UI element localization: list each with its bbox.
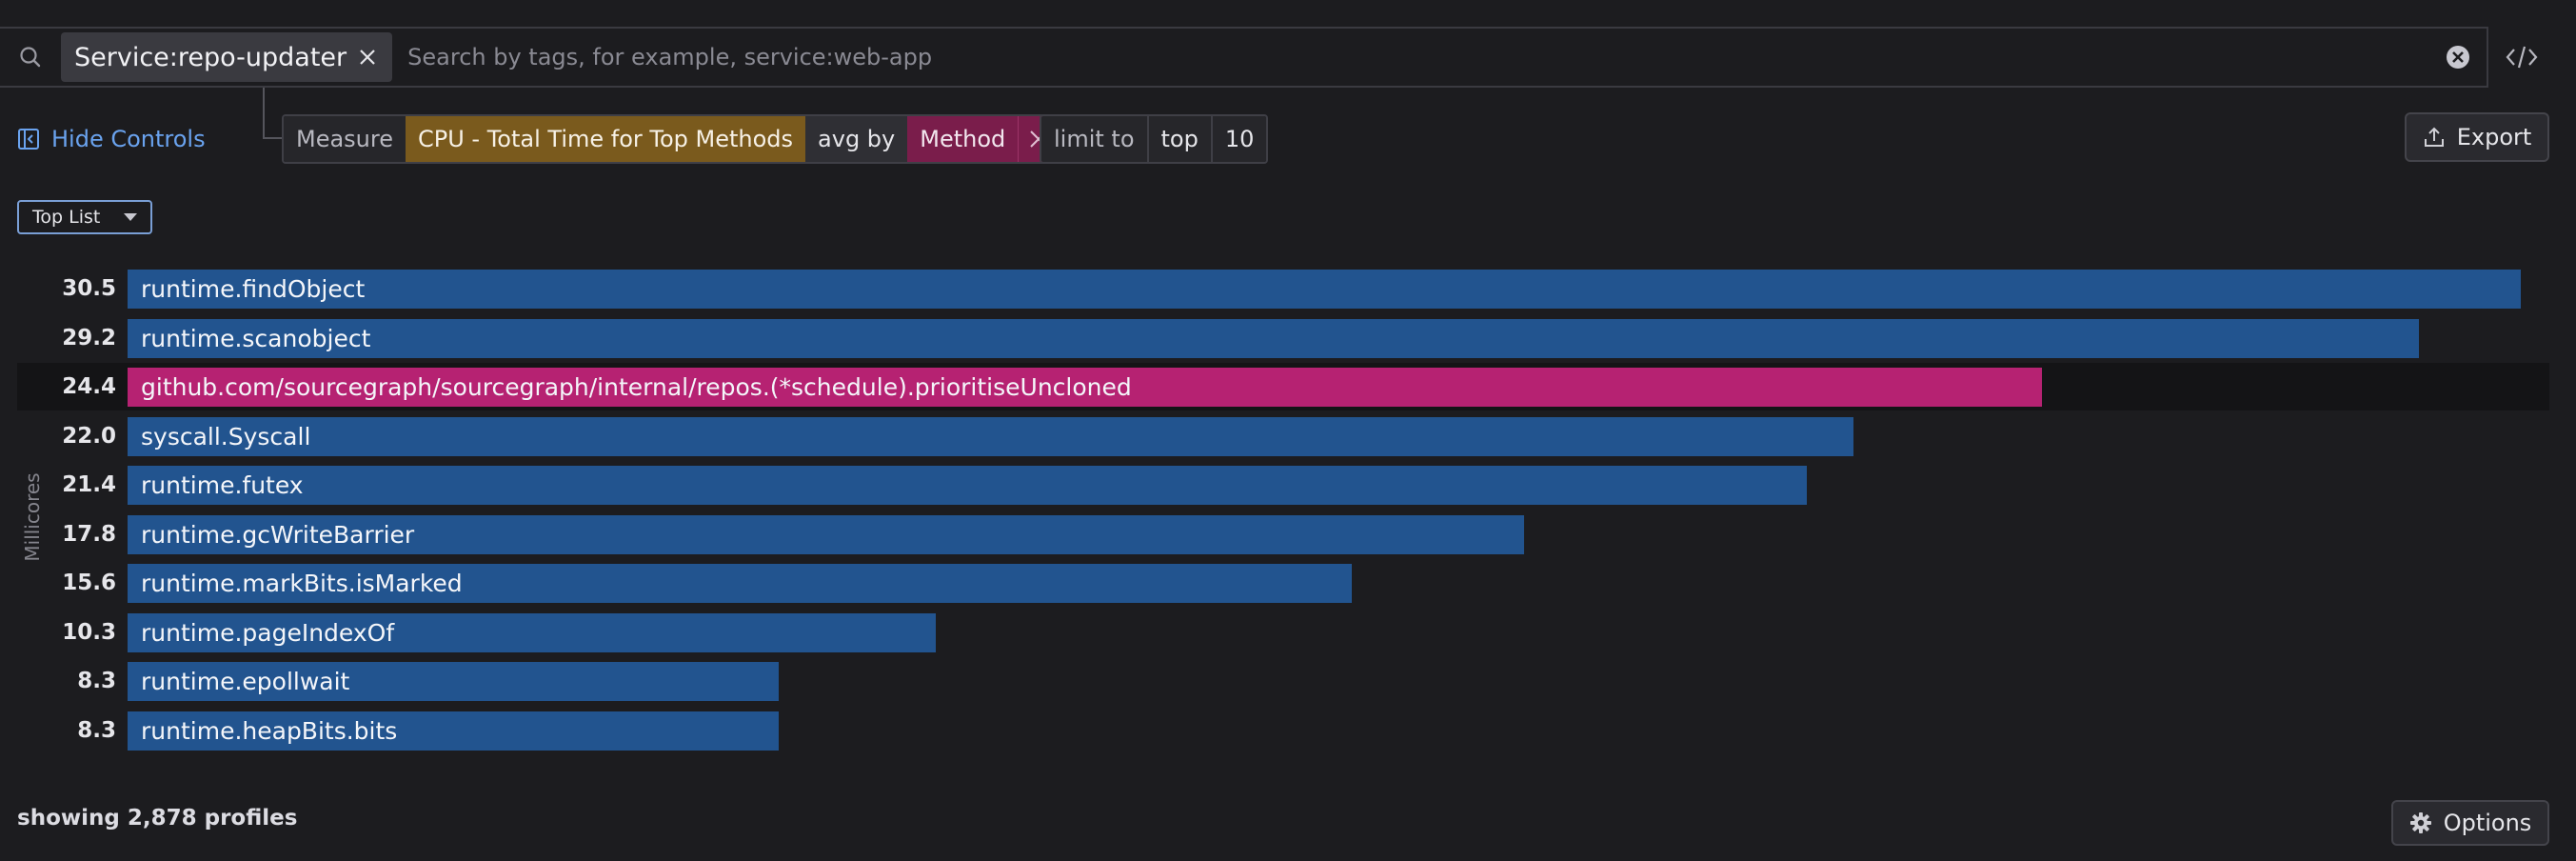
search-bar: Service:repo-updater [0,27,2488,88]
bar-value-label: 10.3 [62,619,116,645]
bar-value-label: 15.6 [62,571,116,595]
bar-category-label: runtime.scanobject [141,324,371,352]
bar-value-label: 22.0 [62,423,116,449]
table-row: 22.0 syscall.Syscall [17,412,2549,460]
limit-label: limit to [1041,116,1147,162]
bar-value-label: 17.8 [62,521,116,547]
top-list-chart: 30.5 runtime.findObject 29.2 runtime.scanob… [17,265,2549,756]
bar-value-label: 8.3 [77,669,116,693]
bar-category-label: runtime.epollwait [141,668,350,695]
service-tag-label: Service:repo-updater [74,42,347,72]
limit-query-group: limit to top 10 [1040,114,1269,164]
measure-label: Measure [284,116,406,162]
bar-value-label: 29.2 [62,325,116,350]
bar-value-label: 8.3 [77,717,116,743]
table-row: 30.5 runtime.findObject [17,265,2549,312]
bar[interactable]: github.com/sourcegraph/sourcegraph/inter… [128,368,2043,407]
visualization-type-label: Top List [32,207,101,228]
table-row: 21.4 runtime.futex [17,461,2549,509]
close-icon[interactable] [350,40,385,74]
bar-category-label: runtime.gcWriteBarrier [141,520,415,549]
bar[interactable]: runtime.scanobject [128,318,2419,358]
table-row: 29.2 runtime.scanobject [17,314,2549,362]
measure-query-group: Measure CPU - Total Time for Top Methods… [282,114,1061,164]
profile-count-status: showing 2,878 profiles [17,806,298,831]
table-row: 8.3 runtime.epollwait [17,657,2549,705]
table-row: 8.3 runtime.heapBits.bits [17,707,2549,754]
search-input[interactable] [392,30,2429,84]
group-by-selector[interactable]: Method [907,116,1019,162]
service-tag-pill: Service:repo-updater [61,32,393,82]
bar-category-label: runtime.findObject [141,275,366,303]
chevron-down-icon [124,213,137,221]
bar[interactable]: runtime.futex [128,466,1807,505]
table-row: 24.4 github.com/sourcegraph/sourcegraph/i… [17,363,2549,410]
export-button[interactable]: Export [2405,112,2549,162]
bar[interactable]: runtime.heapBits.bits [128,711,780,751]
limit-direction-selector[interactable]: top [1146,116,1211,162]
bar-value-label: 24.4 [62,374,116,399]
query-connector-line [263,88,282,139]
limit-count-selector[interactable]: 10 [1210,116,1267,162]
code-brackets-icon[interactable] [2488,27,2555,88]
bar-category-label: runtime.markBits.isMarked [141,570,463,597]
bar[interactable]: runtime.gcWriteBarrier [128,514,1525,554]
bar-category-label: github.com/sourcegraph/sourcegraph/inter… [141,373,1132,401]
bar[interactable]: runtime.pageIndexOf [128,612,936,652]
hide-controls-label: Hide Controls [51,126,206,152]
collapse-panel-icon [17,128,40,150]
bar-category-label: runtime.pageIndexOf [141,618,395,647]
options-label: Options [2443,810,2532,836]
bar-value-label: 21.4 [62,472,116,497]
bar[interactable]: runtime.markBits.isMarked [128,564,1352,603]
bar[interactable]: syscall.Syscall [128,416,1854,456]
export-icon [2423,126,2446,149]
options-button[interactable]: Options [2391,800,2549,846]
table-row: 15.6 runtime.markBits.isMarked [17,559,2549,607]
clear-circle-icon[interactable] [2429,29,2487,86]
bar-category-label: runtime.futex [141,471,304,499]
visualization-type-select[interactable]: Top List [17,200,152,234]
hide-controls-button[interactable]: Hide Controls [17,122,206,156]
table-row: 10.3 runtime.pageIndexOf [17,609,2549,656]
table-row: 17.8 runtime.gcWriteBarrier [17,511,2549,558]
bar-category-label: syscall.Syscall [141,422,311,451]
bar[interactable]: runtime.epollwait [128,662,780,701]
export-label: Export [2456,124,2532,150]
search-icon [0,29,61,86]
bar-value-label: 30.5 [62,276,116,301]
gear-icon [2409,811,2432,834]
measure-selector[interactable]: CPU - Total Time for Top Methods [406,116,806,162]
bar[interactable]: runtime.findObject [128,270,2521,309]
aggregation-selector[interactable]: avg by [805,116,908,162]
bar-category-label: runtime.heapBits.bits [141,716,398,745]
